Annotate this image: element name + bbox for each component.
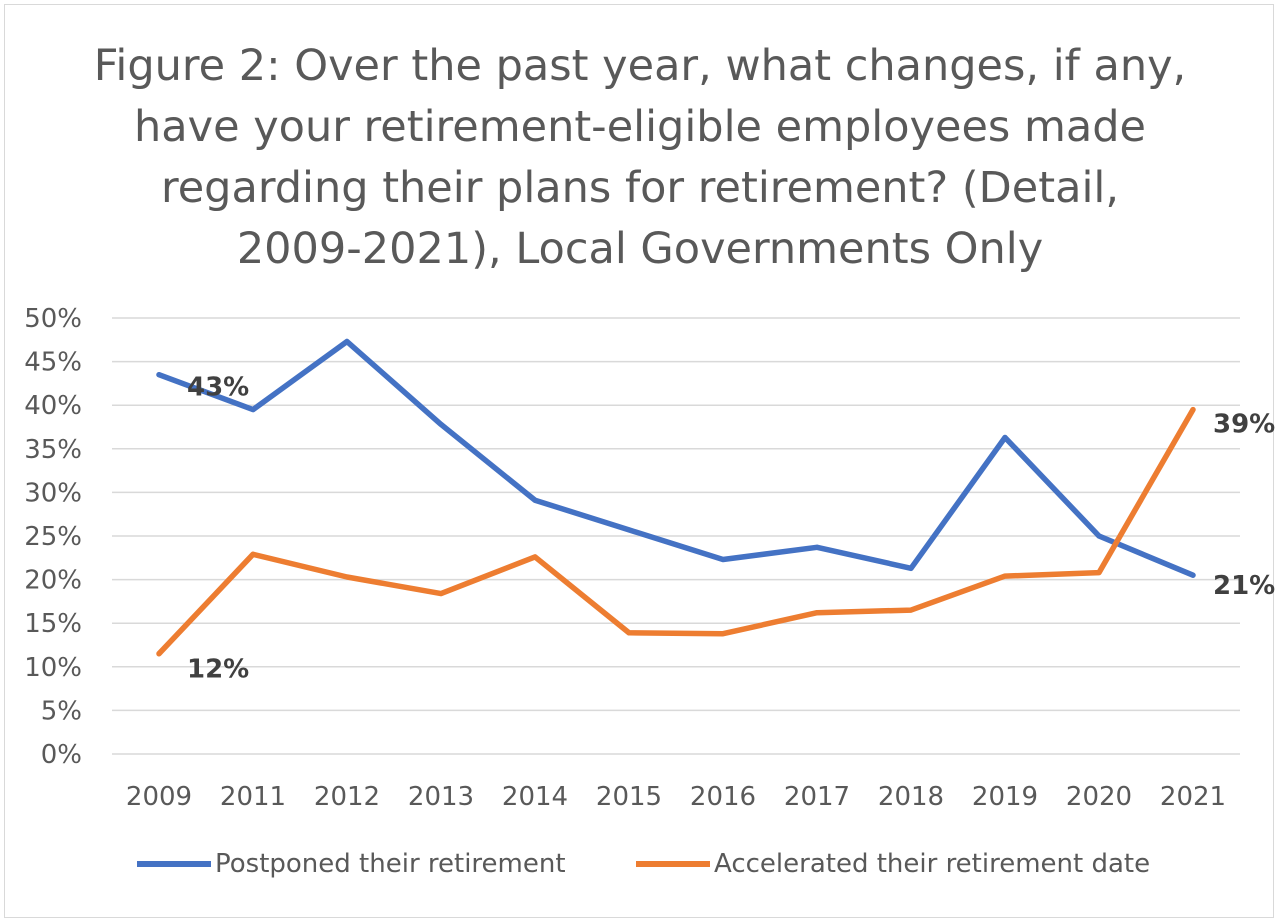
y-tick-label: 45% [24,348,82,378]
data-point [720,557,726,563]
data-point [908,607,914,613]
legend: Postponed their retirement Accelerated t… [0,842,1280,886]
data-point [250,551,256,557]
series-lines [156,338,1196,657]
data-point [908,565,914,571]
data-point [532,497,538,503]
data-point [156,651,162,657]
legend-item-postponed: Postponed their retirement [137,842,566,886]
data-point [1190,407,1196,413]
data-point [344,339,350,345]
y-tick-label: 5% [41,696,82,726]
chart-title: Figure 2: Over the past year, what chang… [60,36,1220,280]
data-point [1096,533,1102,539]
y-tick-label: 15% [24,609,82,639]
y-tick-label: 35% [24,435,82,465]
data-point [156,372,162,378]
legend-label-accelerated: Accelerated their retirement date [714,849,1151,879]
y-axis: 0% 5% 10% 15% 20% 25% 30% 35% 40% 45% 50% [24,304,82,770]
chart-title-line-4: 2009-2021), Local Governments Only [236,224,1044,274]
y-tick-label: 25% [24,522,82,552]
x-tick-label: 2013 [408,782,474,812]
y-tick-label: 0% [41,740,82,770]
data-point [626,527,632,533]
x-tick-label: 2018 [878,782,944,812]
x-tick-label: 2011 [220,782,286,812]
chart-title-line-3: regarding their plans for retirement? (D… [160,163,1120,213]
data-point [720,631,726,637]
y-tick-label: 40% [24,391,82,421]
series-line-accelerated [156,406,1196,657]
legend-swatch-postponed [137,861,211,867]
chart-frame [4,4,1274,918]
legend-item-accelerated: Accelerated their retirement date [636,842,1150,886]
x-tick-label: 2014 [502,782,568,812]
x-tick-label: 2021 [1160,782,1226,812]
chart-title-line-1: Figure 2: Over the past year, what chang… [93,41,1187,91]
y-tick-label: 20% [24,566,82,596]
data-point [1190,572,1196,578]
x-tick-label: 2009 [126,782,192,812]
data-point [814,544,820,550]
data-point [1096,570,1102,576]
series-line-postponed [156,338,1196,578]
data-point [438,421,444,427]
y-tick-label: 50% [24,304,82,334]
data-point [250,407,256,413]
data-label: 12% [187,655,249,685]
x-tick-label: 2020 [1066,782,1132,812]
data-label: 39% [1213,410,1275,440]
data-point [532,554,538,560]
data-label: 43% [187,373,249,403]
data-point [1002,434,1008,440]
data-point [344,574,350,580]
chart-title-line-2: have your retirement-eligible employees … [134,102,1146,152]
x-tick-label: 2019 [972,782,1038,812]
gridlines [112,317,1240,755]
data-point [438,591,444,597]
x-tick-label: 2012 [314,782,380,812]
data-label: 21% [1213,571,1275,601]
legend-swatch-accelerated [636,861,710,867]
x-tick-label: 2017 [784,782,850,812]
data-point [626,630,632,636]
data-point [814,610,820,616]
y-tick-label: 30% [24,478,82,508]
legend-label-postponed: Postponed their retirement [215,849,566,879]
y-tick-label: 10% [24,653,82,683]
x-tick-label: 2015 [596,782,662,812]
data-point [1002,573,1008,579]
data-labels: 43% 12% 39% 21% [187,373,1275,685]
x-tick-label: 2016 [690,782,756,812]
x-axis: 2009 2011 2012 2013 2014 2015 2016 2017 2018 2019… [126,782,1226,812]
